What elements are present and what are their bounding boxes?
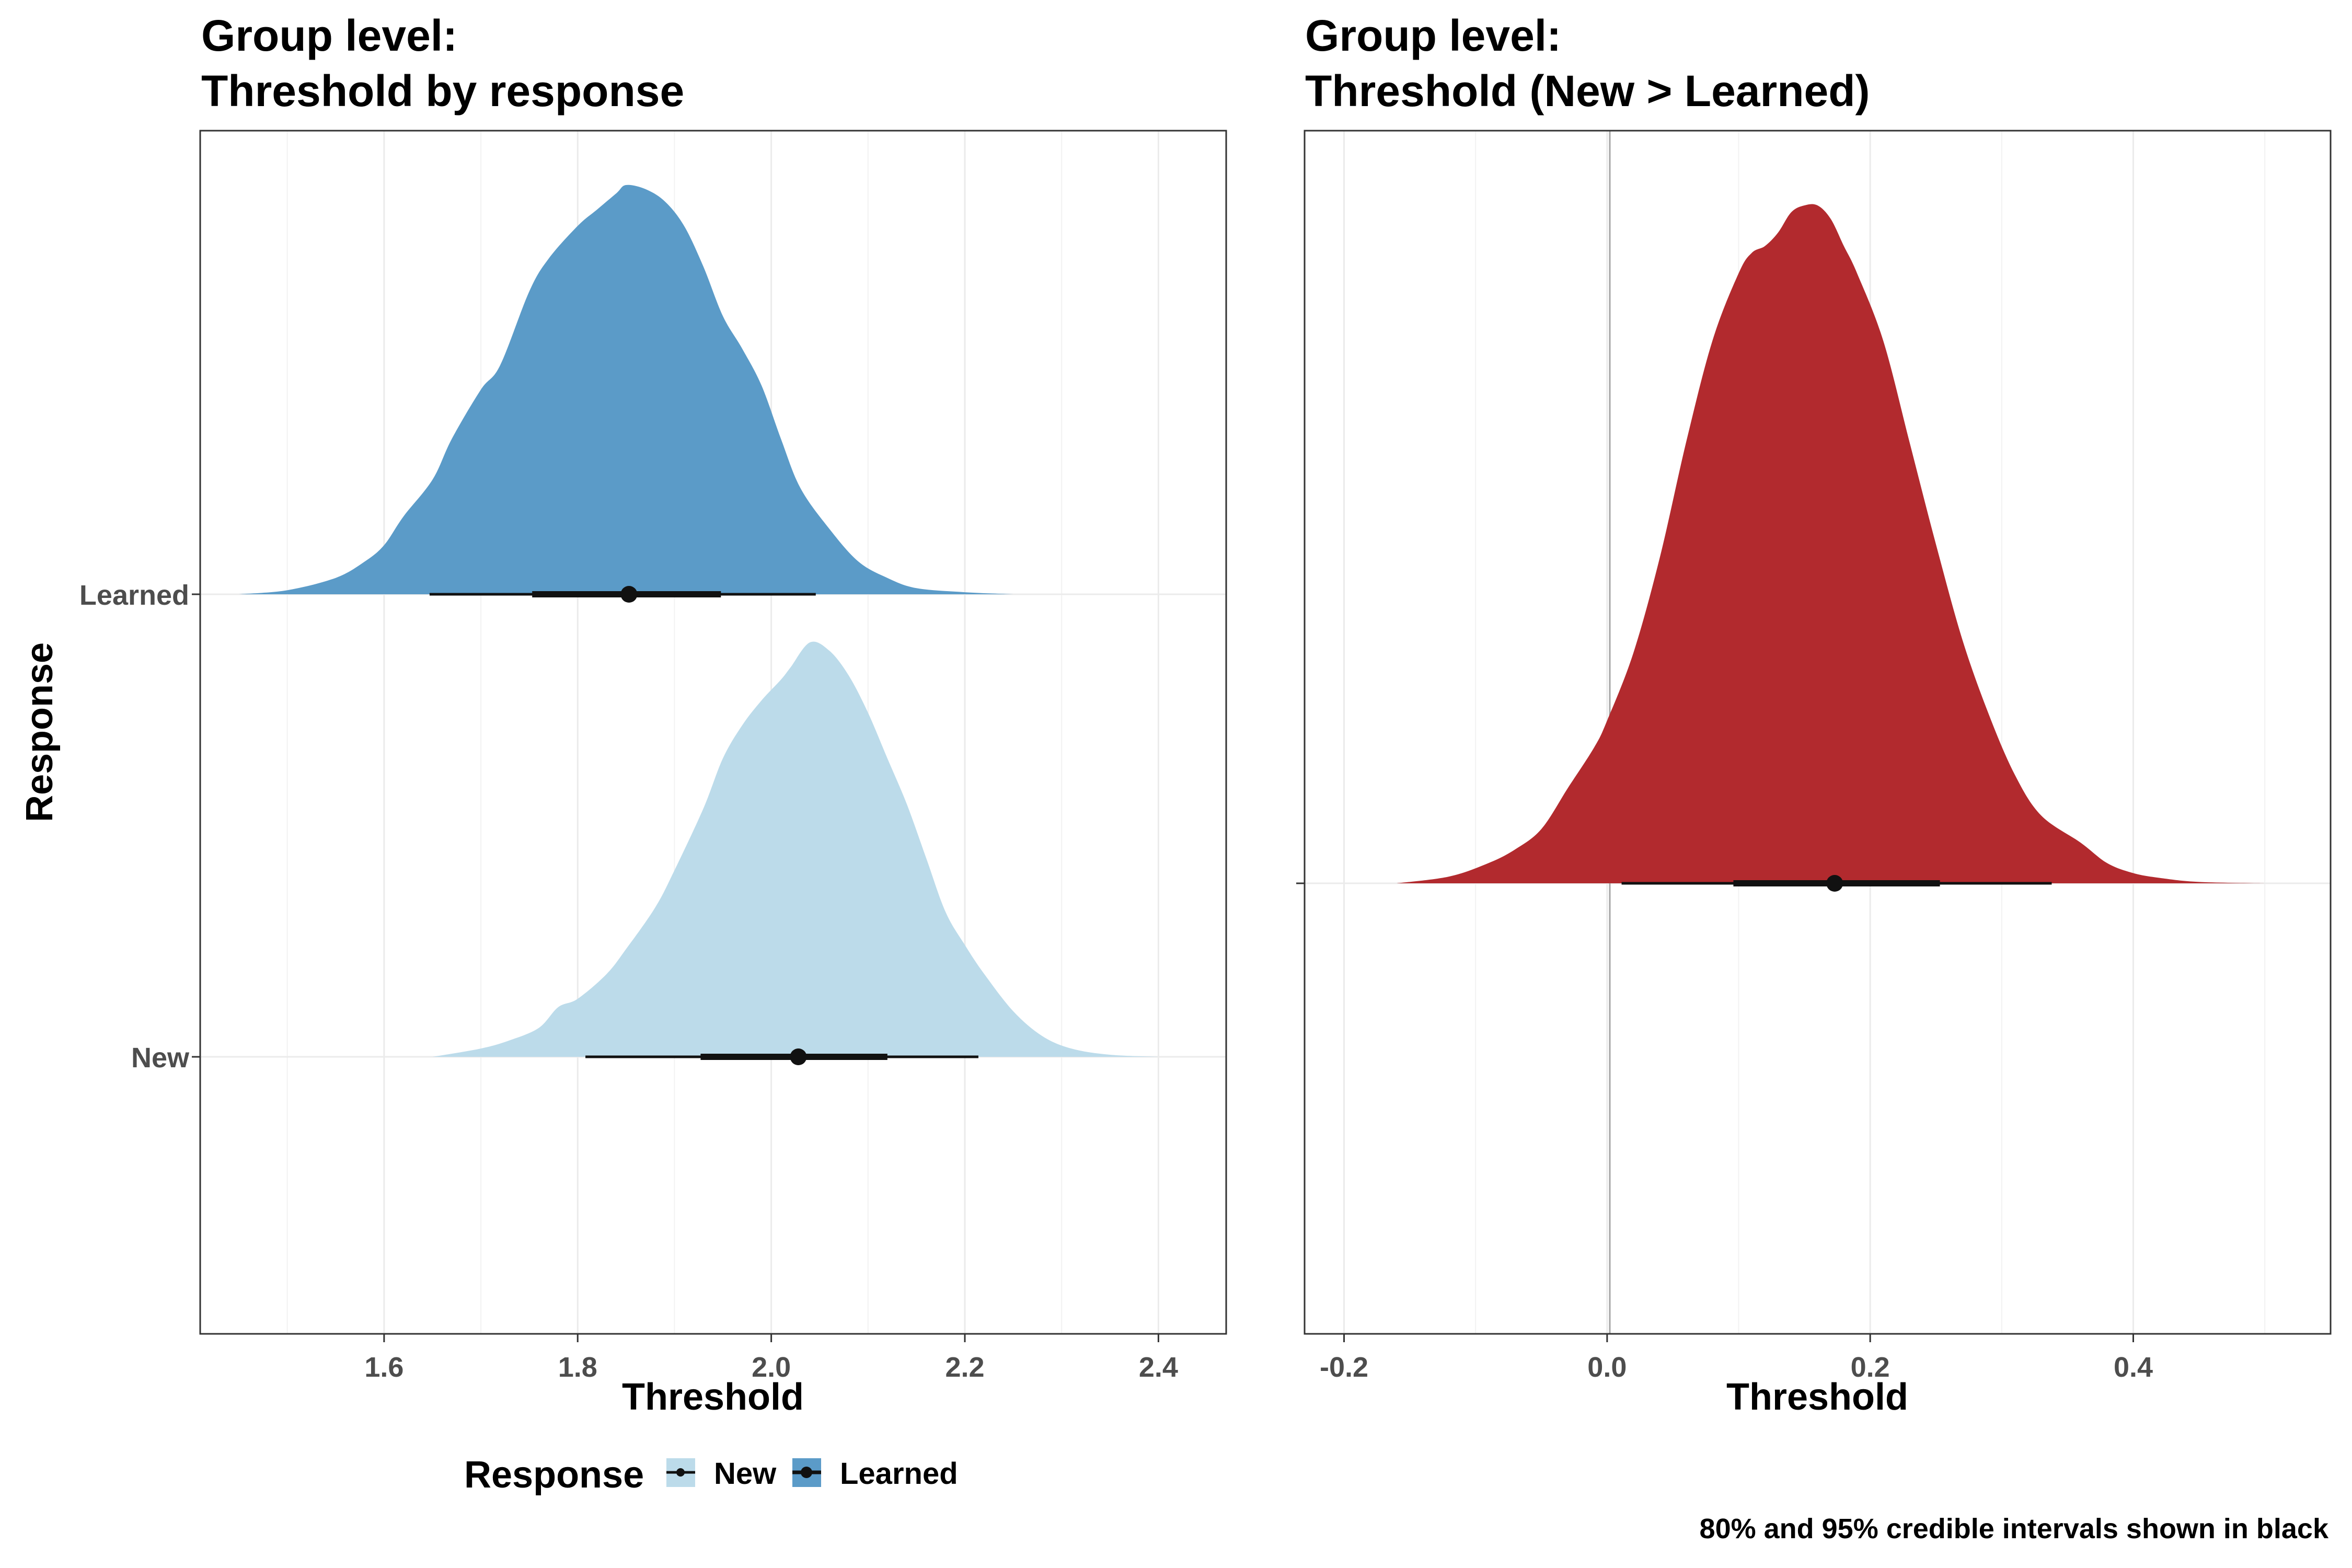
left-x-tick-label: 2.4 — [1139, 1352, 1178, 1383]
left-x-tick-label: 2.2 — [945, 1352, 984, 1383]
right-panel: Group level: Threshold (New > Learned) -… — [1296, 11, 2332, 1418]
left-panel-subtitle: Threshold by response — [201, 66, 684, 116]
right-x-tick-label: 0.0 — [1587, 1352, 1627, 1383]
right-x-tick-label: 0.4 — [2114, 1352, 2153, 1383]
right-panel-density-area — [1397, 204, 2265, 883]
right-panel-x-ticks: -0.2 0.0 0.2 0.4 — [1320, 1334, 2153, 1383]
density-area-learned — [239, 185, 1013, 594]
left-x-tick-label: 2.0 — [752, 1352, 791, 1383]
left-x-tick-label: 1.8 — [558, 1352, 597, 1383]
median-point-new — [790, 1048, 807, 1065]
legend-title: Response — [464, 1454, 644, 1496]
left-panel-intervals — [429, 586, 978, 1065]
legend-key-new-point — [676, 1468, 685, 1477]
left-panel: Group level: Threshold by response 1.6 1.… — [19, 11, 1227, 1418]
right-panel-interval — [1621, 875, 2052, 892]
legend-label-learned: Learned — [840, 1457, 958, 1491]
left-panel-x-axis-label: Threshold — [622, 1376, 804, 1418]
left-panel-border — [199, 130, 1227, 1335]
legend: Response New Learned — [464, 1454, 958, 1496]
left-panel-title: Group level: — [201, 11, 457, 60]
figure-caption: 80% and 95% credible intervals shown in … — [1700, 1513, 2329, 1544]
median-point-learned — [620, 586, 638, 603]
right-panel-border — [1304, 130, 2332, 1335]
left-panel-x-ticks: 1.6 1.8 2.0 2.2 2.4 — [364, 1334, 1178, 1383]
legend-key-learned-point — [801, 1467, 812, 1478]
right-panel-subtitle: Threshold (New > Learned) — [1305, 66, 1870, 116]
y-tick-label-new: New — [131, 1042, 190, 1074]
legend-label-new: New — [714, 1457, 777, 1491]
left-panel-y-axis-label: Response — [19, 642, 61, 822]
density-area-new — [432, 641, 1159, 1057]
left-panel-density-areas — [239, 185, 1159, 1057]
right-x-tick-label: 0.2 — [1851, 1352, 1890, 1383]
right-panel-x-axis-label: Threshold — [1726, 1376, 1908, 1418]
y-tick-label-learned: Learned — [79, 580, 189, 611]
median-point-new-learned — [1826, 875, 1843, 892]
right-x-tick-label: -0.2 — [1320, 1352, 1368, 1383]
density-area-new-learned — [1397, 204, 2265, 883]
right-panel-title: Group level: — [1305, 11, 1561, 60]
left-x-tick-label: 1.6 — [364, 1352, 403, 1383]
